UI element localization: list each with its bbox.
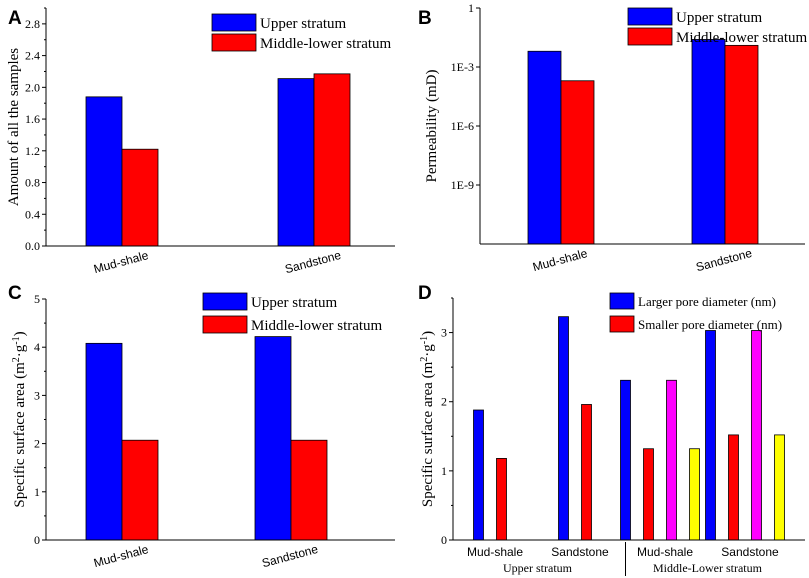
- y-tick-label: 0.4: [25, 207, 40, 221]
- bar-2-1: [277, 78, 315, 247]
- y-tick-label: 1E-3: [451, 60, 474, 74]
- bar-4-1: [705, 330, 716, 541]
- legend-label: Middle-lower stratum: [251, 318, 383, 334]
- y-title-sup: 2: [11, 357, 22, 362]
- bar-1-2: [121, 148, 159, 247]
- group-label: Upper stratum: [503, 561, 573, 575]
- y-title-part: Specific surface area (m: [420, 361, 436, 507]
- bar-4-2: [728, 434, 739, 541]
- panel-letter: B: [418, 8, 432, 29]
- panel-a: A 0.0 0.4 0.8 1.2 1.6 2.0 2.4 2.8 Amount of all t…: [6, 7, 395, 276]
- y-axis-title: Permeability (mD): [424, 70, 440, 183]
- y-tick-label: 1: [468, 1, 474, 15]
- bar-1-2: [121, 439, 159, 541]
- bar-3-3: [666, 379, 677, 541]
- bar-1-2: [560, 80, 595, 245]
- y-tick-label: 1.6: [25, 112, 40, 126]
- y-tick-label: 1E-6: [451, 119, 474, 133]
- legend-label: Smaller pore diameter (nm): [638, 317, 782, 332]
- y-tick-label: 2.8: [25, 17, 40, 31]
- y-title-sup: -1: [11, 336, 22, 344]
- legend-swatch: [211, 13, 257, 32]
- legend-swatch: [211, 33, 257, 52]
- x-category-label: Sandstone: [283, 248, 342, 276]
- bar-2-1: [254, 336, 292, 541]
- y-axis-title: Specific surface area (m2·g-1): [11, 331, 29, 507]
- y-tick-label: 4: [34, 340, 40, 354]
- legend-swatch: [202, 292, 248, 311]
- y-tick-label: 0.8: [25, 176, 40, 190]
- x-category-label: Mud-shale: [531, 246, 589, 274]
- y-title-sup: -1: [419, 336, 430, 344]
- y-tick-label: 2: [34, 437, 40, 451]
- y-tick-label: 5: [34, 292, 40, 306]
- legend-label: Middle-lower stratum: [676, 30, 808, 46]
- y-title-part: ·g: [12, 344, 28, 357]
- bar-2-2: [581, 404, 592, 541]
- y-title-part: Specific surface area (m: [12, 362, 28, 508]
- bar-4-3: [751, 330, 762, 541]
- y-tick-label: 2.4: [25, 49, 40, 63]
- legend-label: Larger pore diameter (nm): [638, 294, 776, 309]
- x-category-label: Mud-shale: [467, 545, 523, 559]
- y-tick-label: 2: [441, 395, 447, 409]
- bar-3-2: [643, 448, 654, 541]
- x-category-label: Sandstone: [721, 545, 779, 559]
- bar-1-1: [85, 342, 123, 541]
- bar-2-2: [724, 44, 759, 245]
- panel-letter: D: [418, 283, 432, 304]
- x-category-label: Mud-shale: [92, 248, 150, 276]
- bar-1-1: [473, 409, 484, 541]
- bar-4-4: [774, 434, 785, 541]
- x-category-label: Sandstone: [551, 545, 609, 559]
- y-title-part: ): [420, 331, 436, 336]
- group-label: Middle-Lower stratum: [653, 561, 763, 575]
- y-tick-label: 1: [441, 464, 447, 478]
- y-tick-label: 3: [441, 326, 447, 340]
- bar-2-1: [691, 39, 726, 245]
- y-title-part: ): [12, 331, 28, 336]
- legend-label: Middle-lower stratum: [260, 36, 392, 52]
- x-category-label: Sandstone: [694, 246, 753, 274]
- y-axis-title: Amount of all the samples: [6, 48, 22, 206]
- panel-letter: C: [8, 283, 22, 304]
- bar-1-1: [527, 50, 562, 245]
- legend-label: Upper stratum: [676, 10, 763, 26]
- bar-1-2: [496, 458, 507, 541]
- y-tick-label: 0: [441, 533, 447, 547]
- bar-2-1: [558, 316, 569, 541]
- legend-swatch: [609, 315, 635, 333]
- y-title-part: ·g: [420, 344, 436, 357]
- y-tick-label: 1E-9: [451, 178, 474, 192]
- bar-2-2: [313, 73, 351, 247]
- y-title-sup: 2: [419, 357, 430, 362]
- y-tick-label: 0: [34, 533, 40, 547]
- legend-label: Upper stratum: [251, 295, 338, 311]
- y-tick-label: 1.2: [25, 144, 40, 158]
- x-category-label: Sandstone: [260, 542, 319, 570]
- legend-label: Upper stratum: [260, 16, 347, 32]
- x-category-label: Mud-shale: [92, 542, 150, 570]
- legend-swatch: [609, 292, 635, 310]
- y-axis-title: Specific surface area (m2·g-1): [419, 331, 437, 507]
- panel-letter: A: [8, 8, 22, 29]
- bar-1-1: [85, 96, 123, 247]
- y-tick-label: 0.0: [25, 239, 40, 253]
- legend-swatch: [627, 7, 673, 26]
- y-tick-label: 1: [34, 485, 40, 499]
- bar-3-4: [689, 448, 700, 541]
- bar-2-2: [290, 439, 328, 541]
- x-category-label: Mud-shale: [637, 545, 693, 559]
- bar-3-1: [620, 379, 631, 541]
- legend-swatch: [202, 315, 248, 334]
- legend-swatch: [627, 27, 673, 46]
- y-tick-label: 2.0: [25, 80, 40, 94]
- y-tick-label: 3: [34, 388, 40, 402]
- panel-b: B 1 1E-3 1E-6 1E-9 Permeability (mD) Mud-shale…: [418, 1, 808, 274]
